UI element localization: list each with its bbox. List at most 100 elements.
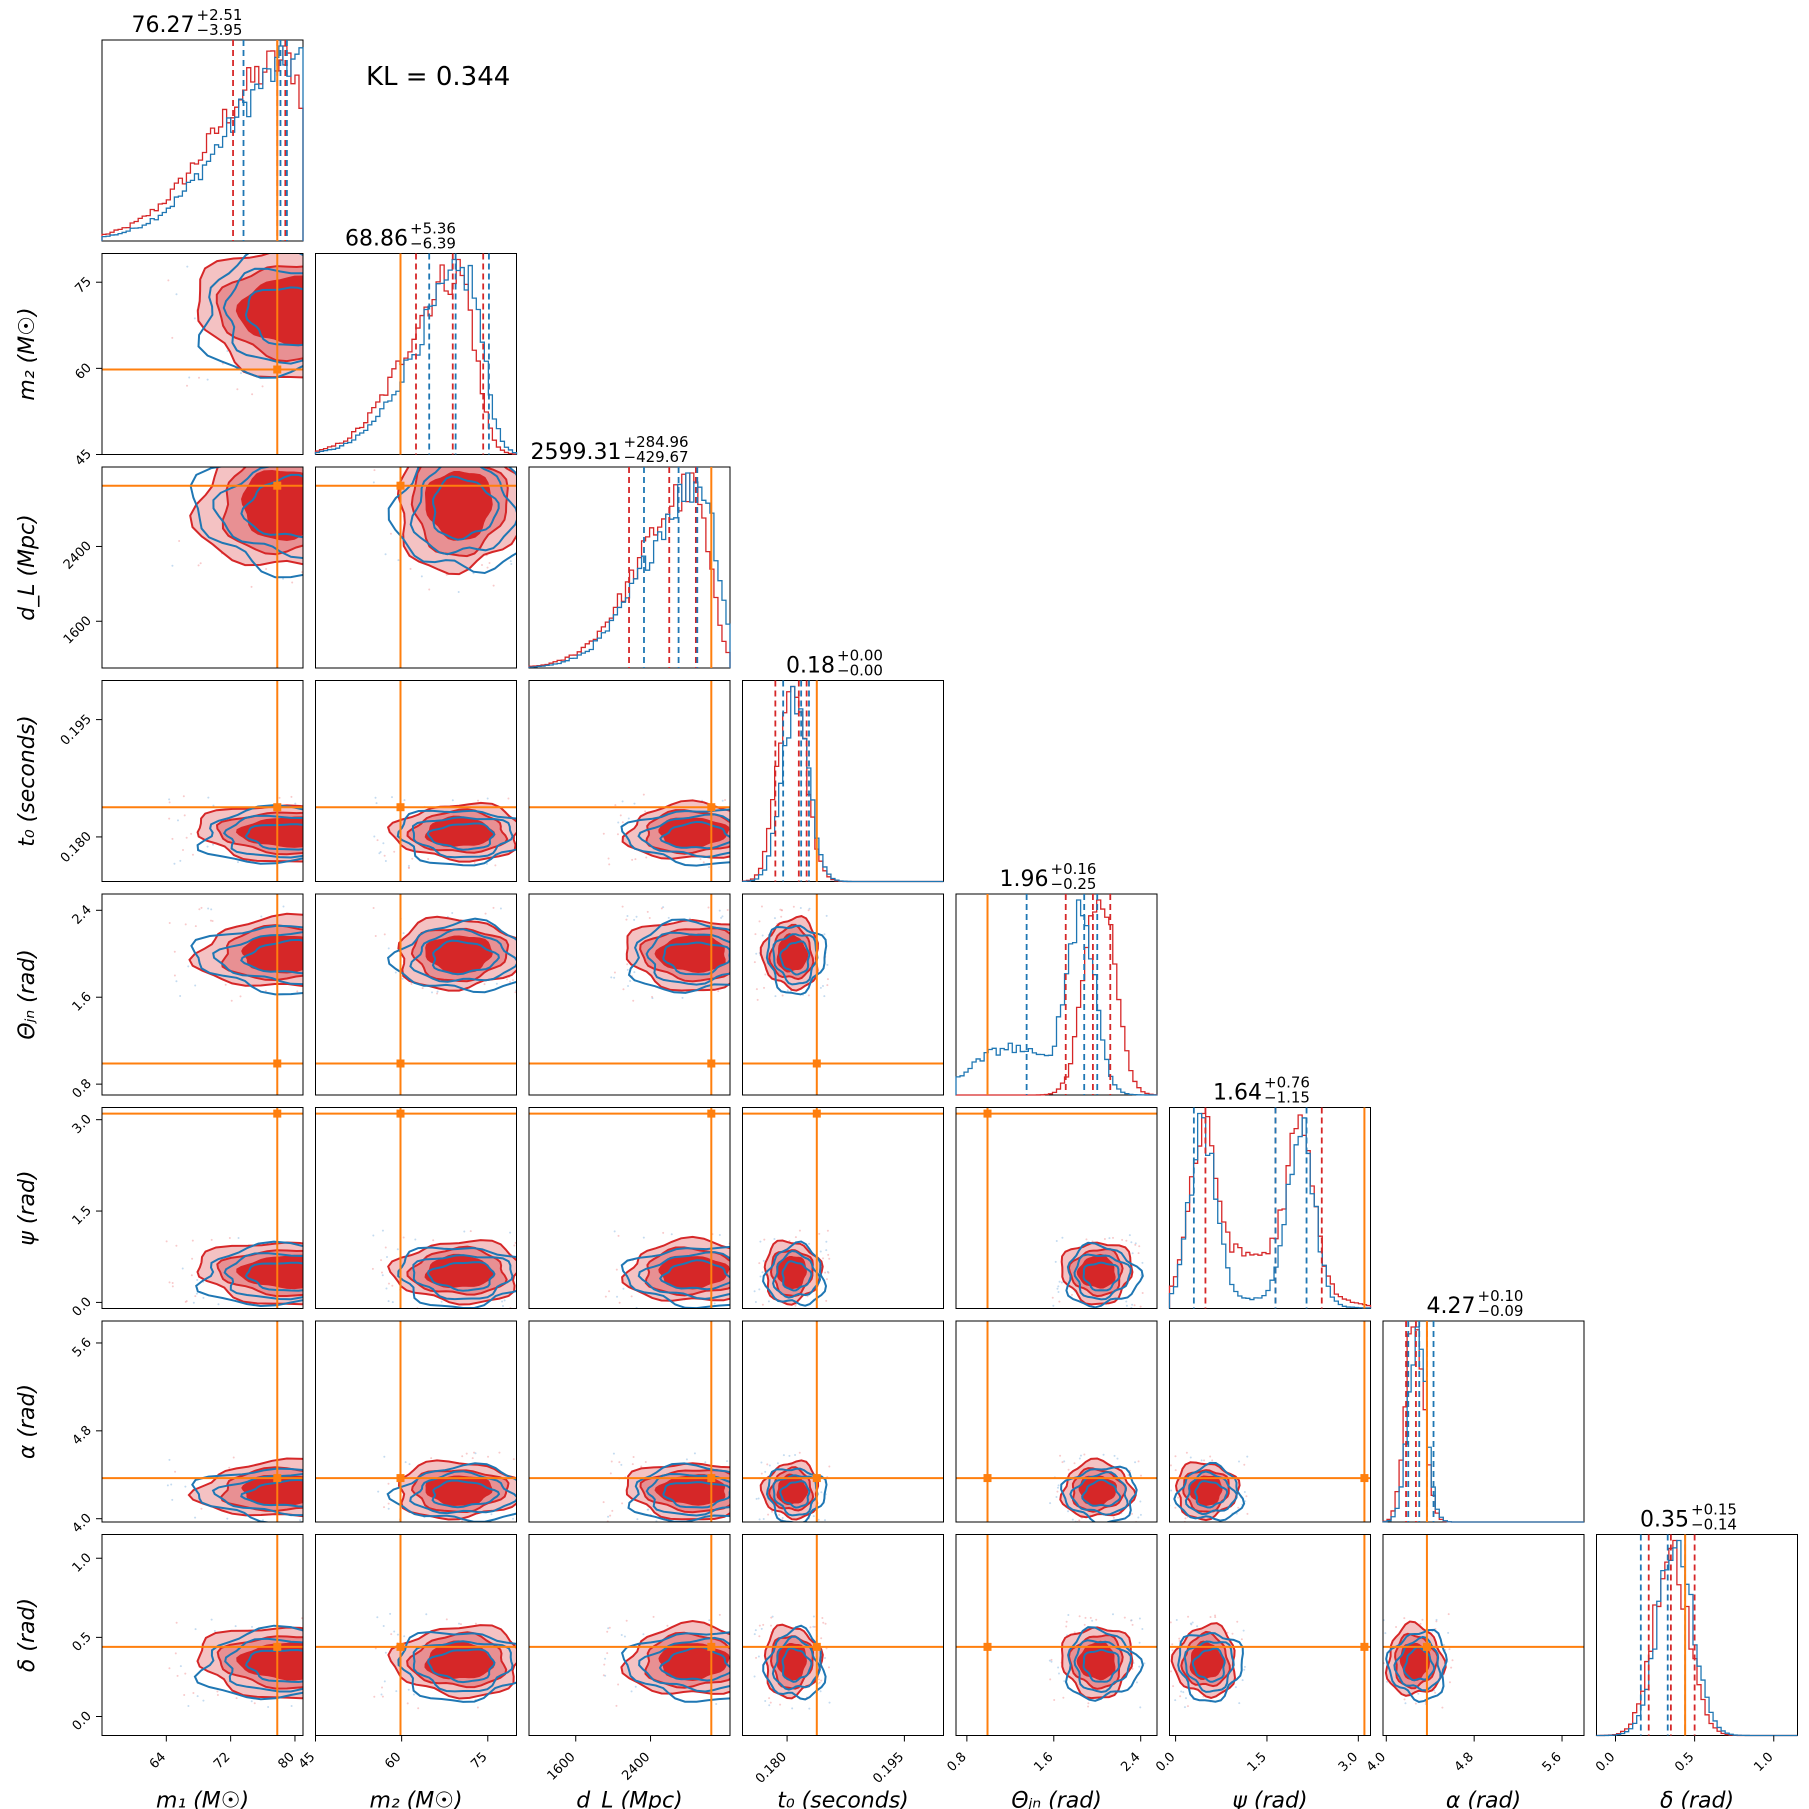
sample-point <box>232 461 234 463</box>
sample-point <box>1087 1705 1090 1708</box>
sample-point <box>310 1518 312 1520</box>
sample-point <box>1245 1495 1248 1498</box>
sample-point <box>335 285 337 287</box>
sample-point <box>520 1278 522 1280</box>
red-contour-inner <box>776 933 809 973</box>
sample-point <box>482 1526 484 1528</box>
sample-point <box>183 814 186 817</box>
sample-point <box>764 1507 766 1509</box>
red-histogram <box>956 899 1158 1096</box>
sample-point <box>827 1666 830 1669</box>
sample-point <box>1063 1460 1066 1463</box>
sample-point <box>391 1284 394 1287</box>
sample-point <box>209 919 212 922</box>
sample-point <box>436 992 439 995</box>
sample-point <box>768 1464 771 1467</box>
sample-point <box>373 1695 376 1698</box>
sample-point <box>1189 1622 1192 1625</box>
sample-point <box>616 1295 619 1298</box>
sample-point <box>235 1524 237 1526</box>
sample-point <box>822 1621 825 1624</box>
sample-point <box>1123 1616 1126 1619</box>
sample-point <box>173 950 176 953</box>
sample-point <box>198 376 201 379</box>
sample-point <box>1164 1472 1166 1474</box>
blue-contour-outer <box>387 467 517 575</box>
sample-point <box>357 396 359 398</box>
sample-point <box>194 1516 197 1519</box>
sample-point <box>798 1451 801 1454</box>
sample-point <box>402 932 405 935</box>
sample-point <box>1053 1698 1056 1701</box>
panel-frame <box>1382 1320 1585 1523</box>
sample-point <box>376 1237 378 1239</box>
sample-point <box>367 1704 369 1706</box>
sample-point <box>1211 1459 1214 1462</box>
blue-contour-inner <box>240 938 303 975</box>
sample-point <box>736 945 738 947</box>
sample-point <box>327 308 329 310</box>
sample-point <box>329 956 331 958</box>
sample-point <box>323 461 325 463</box>
sample-point <box>184 1672 187 1675</box>
y-tick-label: 1.0 <box>70 1550 95 1575</box>
blue-contour-outer <box>396 809 517 867</box>
truth-marker <box>983 1474 992 1483</box>
sample-point <box>404 1252 406 1254</box>
sample-point <box>334 1693 336 1695</box>
sample-point <box>187 1704 190 1707</box>
sample-point <box>213 1630 216 1633</box>
diag-panel-psi: 1.64 +0.76−1.15 <box>1168 1074 1372 1309</box>
sample-point <box>194 1628 197 1631</box>
panel-title-plus: +0.76 <box>1264 1074 1310 1092</box>
sample-point <box>828 1257 831 1260</box>
y-tick-label: 0.180 <box>58 829 95 866</box>
panel-frame <box>315 893 517 1096</box>
sample-point <box>738 1259 740 1261</box>
sample-point <box>310 460 312 462</box>
sample-point <box>1442 1643 1445 1646</box>
sample-point <box>459 1623 462 1626</box>
sample-point <box>212 804 215 807</box>
sample-point <box>760 905 763 908</box>
sample-point <box>763 1238 766 1241</box>
truth-marker <box>707 1474 716 1483</box>
sample-point <box>365 1309 367 1311</box>
sample-point <box>391 986 393 988</box>
sample-point <box>534 1474 536 1476</box>
sample-point <box>746 1233 748 1235</box>
sample-point <box>604 1657 607 1660</box>
sample-point <box>1174 1455 1177 1458</box>
panel-title-minus: −1.15 <box>1264 1089 1310 1107</box>
sample-point <box>497 1311 499 1313</box>
sample-point <box>445 1618 448 1621</box>
sample-point <box>1182 1691 1185 1694</box>
sample-point <box>717 990 720 993</box>
y-tick-label: 60 <box>73 361 95 383</box>
sample-point <box>397 505 399 507</box>
sample-point <box>743 1292 745 1294</box>
sample-point <box>290 795 293 798</box>
x-tick-label: 2400 <box>619 1750 653 1784</box>
sample-point <box>775 993 777 995</box>
sample-point <box>778 1513 781 1516</box>
sample-point <box>176 819 179 822</box>
blue-contour-outer <box>765 1467 828 1522</box>
blue-contour-inner <box>240 473 303 539</box>
sample-point <box>237 1237 240 1240</box>
sample-point <box>1209 1455 1212 1458</box>
sample-point <box>384 1281 386 1283</box>
sample-point <box>731 949 733 951</box>
sample-point <box>507 797 510 800</box>
sample-point <box>378 852 381 855</box>
sample-point <box>1073 1462 1076 1465</box>
panel-title-plus: +0.00 <box>837 647 883 665</box>
x-tick-label: 64 <box>147 1750 169 1772</box>
sample-point <box>794 1304 797 1307</box>
panel-title-plus: +0.10 <box>1478 1287 1524 1305</box>
sample-point <box>618 1301 621 1304</box>
sample-point <box>764 1693 766 1695</box>
sample-point <box>1451 1659 1454 1662</box>
panel-m2-vs-dL <box>315 466 517 669</box>
panel-dL-vs-thetajn <box>528 893 777 1096</box>
